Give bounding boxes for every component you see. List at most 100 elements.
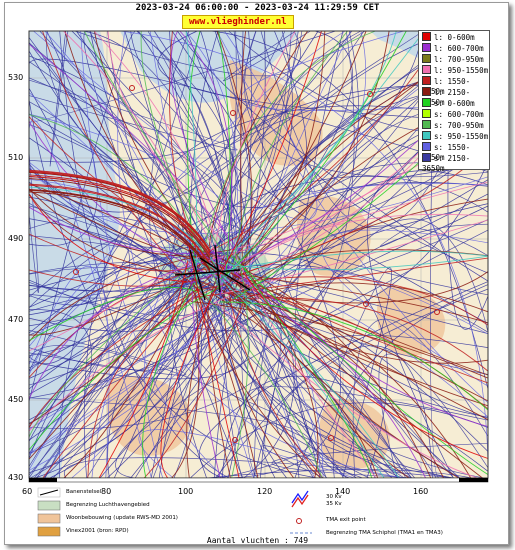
flight-track [63,255,206,479]
flight-track [43,30,353,479]
flight-track [28,176,211,257]
flight-track [28,285,223,451]
flight-track [271,442,489,479]
urban-area [296,196,371,276]
legend-runway-label: Banenstelsel [66,489,102,495]
flight-track [231,253,249,479]
flight-track [142,283,195,479]
legend-swatch [422,54,431,63]
flight-track [185,30,198,280]
flight-track [74,30,301,77]
flight-track [226,296,405,479]
legend-swatch [422,131,431,140]
y-axis-label: 470 [8,315,24,324]
flight-track [28,189,211,271]
legend-item: l: 1550-2150m [422,76,471,96]
flight-track [219,301,489,411]
time-range-title: 2023-03-24 06:00:00 - 2023-03-24 11:29:5… [135,3,380,13]
legend-airport-boundary-label: Begrenzing Luchthavengebied [66,502,150,508]
flight-track [232,249,377,479]
x-axis-label: 80 [101,487,112,496]
flight-track [28,287,489,459]
legend-item: l: 950-1550m [422,65,488,75]
flight-track [28,184,211,266]
flight-track [242,266,373,479]
flight-track [130,30,489,324]
legend-item: l: 600-700m [422,43,484,53]
sea-area [29,31,120,478]
legend-item: s: 1550-2150m [422,142,471,162]
flight-track [28,30,360,399]
flight-track [200,30,240,253]
flight-track [28,30,336,123]
flight-track [223,291,295,479]
x-axis-label: 60 [22,487,33,496]
flight-track [28,30,250,371]
flight-track [191,246,432,479]
legend-kv30-label: 30 Kv [326,494,342,500]
flight-track [28,183,211,265]
flight-track [28,189,211,270]
legend-swatch [422,109,431,118]
flight-track [240,30,247,260]
flight-track [194,276,489,326]
flight-track [98,260,189,479]
flight-track [218,245,243,479]
legend-item: l: 700-950m [422,54,484,64]
flight-track [231,286,300,479]
flight-track [28,43,241,252]
site-label[interactable]: www.vlieghinder.nl [182,15,294,29]
flight-track [149,30,454,479]
flight-track [28,30,454,467]
flight-track [210,249,489,427]
flight-track [49,303,228,479]
x-axis-label: 160 [413,487,429,496]
flight-track [221,295,489,407]
flight-track [215,345,433,479]
legend-item: l: 2150-3650m [422,87,471,107]
x-axis-label: 120 [257,487,273,496]
flight-track [138,429,355,479]
flight-track [115,229,489,479]
flight-track [28,271,197,476]
flight-track [42,30,209,301]
flight-tracks [28,30,489,479]
flight-track [228,293,324,479]
flight-track [308,334,489,479]
y-axis-label: 430 [8,473,24,482]
flight-track [229,253,489,475]
flight-track [28,205,189,386]
flight-track [276,288,489,479]
flight-track [80,30,226,479]
flight-track [203,30,376,252]
flight-track [202,181,489,263]
flight-track [191,258,221,479]
flight-track [205,261,400,479]
flight-track [28,245,202,372]
flight-track [28,302,231,395]
legend-swatch [422,153,431,162]
flight-track [28,265,110,479]
flight-track [89,30,198,286]
flight-track [216,30,489,404]
flight-track [201,263,489,384]
flight-track [28,171,211,253]
flight-track [215,301,478,479]
flight-track [190,402,489,479]
flight-track [28,287,198,341]
flight-track [28,137,250,380]
legend-swatch [422,120,431,129]
flight-track [218,30,322,278]
flight-track [228,30,397,256]
flight-count: Aantal vluchten : 749 [206,536,309,545]
flight-track [232,30,348,274]
flight-track [241,30,489,111]
flight-track [229,285,459,479]
flight-track [28,309,93,479]
flight-track [236,30,326,264]
legend-tma-boundary-label: Begrenzing TMA Schiphol (TMA1 en TMA3) [326,530,443,536]
flight-track [236,299,489,364]
tma-exit-points [73,85,440,443]
legend-swatch [422,98,431,107]
